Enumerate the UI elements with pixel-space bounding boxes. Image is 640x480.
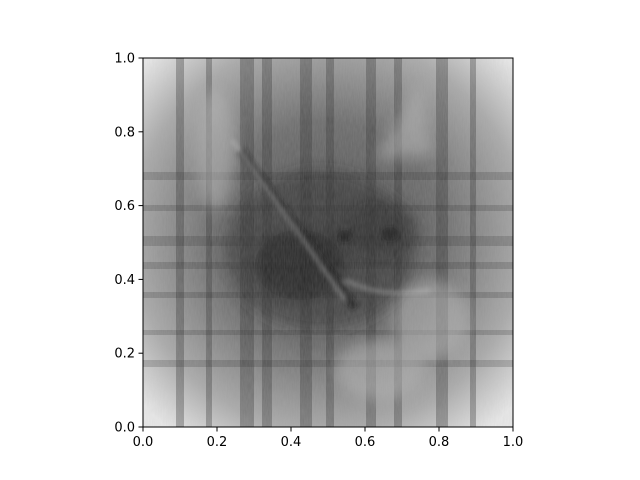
- x-tick-label: 1.0: [503, 435, 524, 450]
- y-tick-label: 0.0: [114, 421, 135, 436]
- y-tick-label: 0.2: [114, 347, 135, 362]
- x-tick-label: 0.2: [207, 435, 228, 450]
- heatmap-image: [143, 58, 513, 427]
- y-tick-label: 1.0: [114, 52, 135, 67]
- y-tick-label: 0.6: [114, 199, 135, 214]
- x-tick-label: 0.8: [429, 435, 450, 450]
- x-tick-label: 0.4: [281, 435, 302, 450]
- y-tick-label: 0.8: [114, 125, 135, 140]
- y-tick-label: 0.4: [114, 273, 135, 288]
- x-tick-label: 0.6: [355, 435, 376, 450]
- x-tick-label: 0.0: [133, 435, 154, 450]
- axes-frame: [142, 57, 514, 428]
- x-axis: 0.0 0.2 0.4 0.6 0.8 1.0: [133, 427, 524, 450]
- y-axis: 0.0 0.2 0.4 0.6 0.8 1.0: [114, 52, 143, 436]
